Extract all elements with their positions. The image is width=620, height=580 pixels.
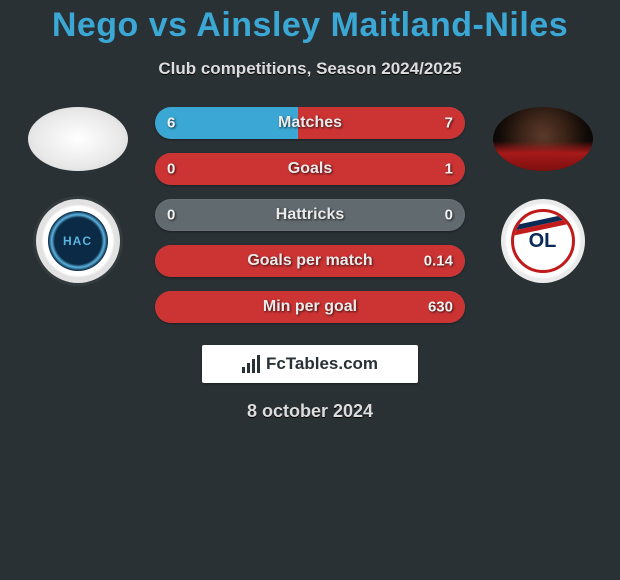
player-left-club-badge: HAC — [36, 199, 120, 283]
stat-bar: 6 7 Matches — [155, 107, 465, 139]
stat-label: Goals per match — [247, 252, 372, 270]
player-right-club-badge: OL — [501, 199, 585, 283]
main-layout: HAC 6 7 Matches 0 1 Goals 0 0 Hattricks 0.14 Goals… — [0, 107, 620, 323]
page-title: Nego vs Ainsley Maitland-Niles — [0, 0, 620, 45]
stat-value-right: 630 — [428, 299, 453, 316]
stat-bar-fill-left — [155, 107, 298, 139]
infographic-date: 8 october 2024 — [0, 401, 620, 422]
stat-label: Goals — [288, 160, 332, 178]
watermark: FcTables.com — [202, 345, 418, 383]
stat-bar: 0.14 Goals per match — [155, 245, 465, 277]
stat-value-right: 1 — [445, 161, 453, 178]
stat-value-left: 6 — [167, 115, 175, 132]
stat-label: Min per goal — [263, 298, 357, 316]
stat-label: Hattricks — [276, 206, 344, 224]
stat-value-right: 7 — [445, 115, 453, 132]
comparison-bars: 6 7 Matches 0 1 Goals 0 0 Hattricks 0.14 Goals per… — [155, 107, 465, 323]
stat-value-right: 0.14 — [424, 253, 453, 270]
stat-value-left: 0 — [167, 161, 175, 178]
bar-chart-icon — [242, 355, 260, 373]
stat-value-left: 0 — [167, 207, 175, 224]
right-side: OL — [480, 107, 605, 323]
player-right-avatar — [493, 107, 593, 171]
page-subtitle: Club competitions, Season 2024/2025 — [0, 59, 620, 79]
watermark-text: FcTables.com — [266, 354, 378, 374]
stat-bar: 0 1 Goals — [155, 153, 465, 185]
stat-bar: 630 Min per goal — [155, 291, 465, 323]
player-left-avatar — [28, 107, 128, 171]
ol-badge-label: OL — [529, 230, 557, 253]
left-side: HAC — [15, 107, 140, 323]
stat-value-right: 0 — [445, 207, 453, 224]
stat-label: Matches — [278, 114, 342, 132]
hac-badge-label: HAC — [48, 211, 108, 271]
stat-bar: 0 0 Hattricks — [155, 199, 465, 231]
